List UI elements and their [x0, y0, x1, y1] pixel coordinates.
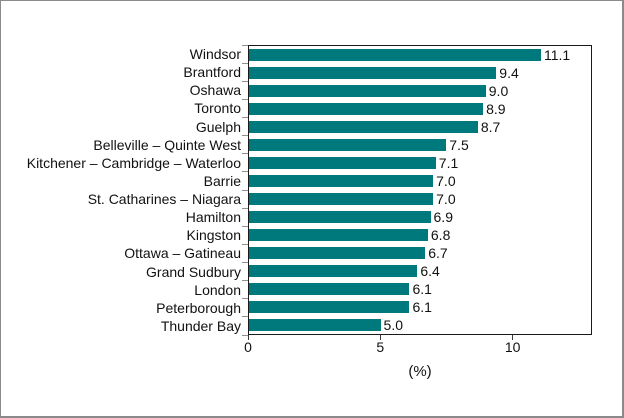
bar [249, 319, 381, 331]
x-tick-labels: 0 5 10 [244, 339, 592, 356]
bar-row: 9.0 [249, 82, 591, 100]
category-label: London [194, 281, 241, 298]
bar [249, 301, 410, 313]
bar [249, 157, 436, 169]
y-axis-ticks [242, 44, 248, 336]
category-label: Oshawa [189, 82, 241, 99]
bar [249, 121, 478, 133]
bar [249, 265, 418, 277]
category-label: Windsor [189, 46, 241, 63]
bar [249, 211, 431, 223]
y-axis-tick [242, 225, 248, 227]
y-axis-tick [242, 80, 248, 82]
category-label: Ottawa – Gatineau [124, 245, 241, 262]
y-axis-tick [242, 189, 248, 191]
bar-row: 11.1 [249, 46, 591, 64]
bar [249, 139, 447, 151]
bar-row: 7.5 [249, 136, 591, 154]
y-axis-tick [242, 117, 248, 118]
bar-row: 8.7 [249, 118, 591, 136]
bar-row: 6.8 [249, 226, 591, 244]
bar [249, 229, 428, 241]
bar-value-label: 7.0 [436, 173, 456, 189]
y-axis-tick [242, 280, 248, 282]
bar [249, 85, 486, 97]
y-axis-tick [242, 153, 248, 155]
bar [249, 283, 410, 295]
bar-value-label: 7.0 [436, 191, 456, 207]
category-label: Peterborough [156, 299, 241, 316]
bar-row: 6.9 [249, 208, 591, 226]
bar-value-label: 7.5 [449, 137, 469, 153]
bar-value-label: 6.9 [433, 209, 453, 225]
bar-row: 7.0 [249, 172, 591, 190]
bar-value-label: 5.0 [383, 317, 403, 333]
y-axis-tick [242, 334, 248, 336]
bar [249, 193, 434, 205]
category-label: Toronto [194, 100, 241, 117]
x-tick-label: 0 [244, 339, 252, 355]
bar-row: 6.4 [249, 262, 591, 280]
bar [249, 103, 484, 115]
category-label: Kitchener – Cambridge – Waterloo [26, 154, 241, 171]
x-tick-label: 10 [504, 339, 521, 355]
y-axis-tick [242, 62, 248, 64]
y-axis-tick [242, 262, 248, 263]
y-axis-tick [242, 44, 248, 46]
y-axis-tick [242, 135, 248, 137]
bar-value-label: 6.4 [420, 263, 440, 279]
bar-row: 6.1 [249, 298, 591, 316]
bar-row: 9.4 [249, 64, 591, 82]
bar [249, 175, 434, 187]
bar-value-label: 8.7 [480, 119, 501, 135]
category-labels: Windsor Brantford Oshawa Toronto Guelph Belle… [1, 45, 241, 335]
bar-value-label: 6.1 [412, 299, 432, 315]
y-axis-tick [242, 207, 248, 209]
bar-value-label: 6.8 [430, 227, 451, 243]
category-label: Barrie [203, 172, 241, 189]
y-axis-tick [242, 316, 248, 318]
bar-row: 6.1 [249, 280, 591, 298]
y-axis-tick [242, 98, 248, 100]
x-axis-tick [379, 335, 381, 340]
x-axis-ticks [247, 335, 592, 340]
x-tick-label: 5 [376, 339, 385, 355]
category-label: St. Catharines – Niagara [87, 191, 241, 208]
bar-row: 7.0 [249, 190, 591, 208]
bar-value-label: 9.0 [488, 83, 509, 99]
bar [249, 67, 497, 79]
y-axis-tick [242, 171, 248, 173]
bar-value-label: 9.4 [499, 65, 519, 81]
bar-row: 6.7 [249, 244, 591, 262]
bar [249, 49, 541, 61]
bar-row: 7.1 [249, 154, 591, 172]
x-axis-tick [247, 335, 249, 340]
bar-row: 8.9 [249, 100, 591, 118]
category-label: Thunder Bay [160, 317, 241, 334]
bar-value-label: 8.9 [486, 101, 506, 117]
bars-area: 11.1 9.4 9.0 8.9 8.7 7.5 7.1 7.0 7.0 6.9 6.8 6.7 6.4… [249, 46, 591, 334]
category-label: Kingston [186, 227, 241, 244]
y-axis-tick [242, 243, 248, 245]
x-axis-tick [512, 335, 514, 340]
bar-value-label: 6.1 [412, 281, 432, 297]
category-label: Grand Sudbury [146, 263, 241, 280]
bar-value-label: 11.1 [544, 47, 571, 63]
bar-value-label: 7.1 [438, 155, 459, 171]
plot-area: 11.1 9.4 9.0 8.9 8.7 7.5 7.1 7.0 7.0 6.9 6.8 6.7 6.4… [248, 45, 592, 335]
bar-row: 5.0 [249, 316, 591, 334]
y-axis-tick [242, 298, 248, 300]
category-label: Guelph [195, 118, 241, 135]
category-label: Brantford [183, 64, 241, 81]
category-label: Hamilton [185, 209, 241, 226]
bar-value-label: 6.7 [428, 245, 448, 261]
bar [249, 247, 426, 259]
x-axis-title: (%) [408, 363, 432, 380]
category-label: Belleville – Quinte West [93, 136, 241, 153]
